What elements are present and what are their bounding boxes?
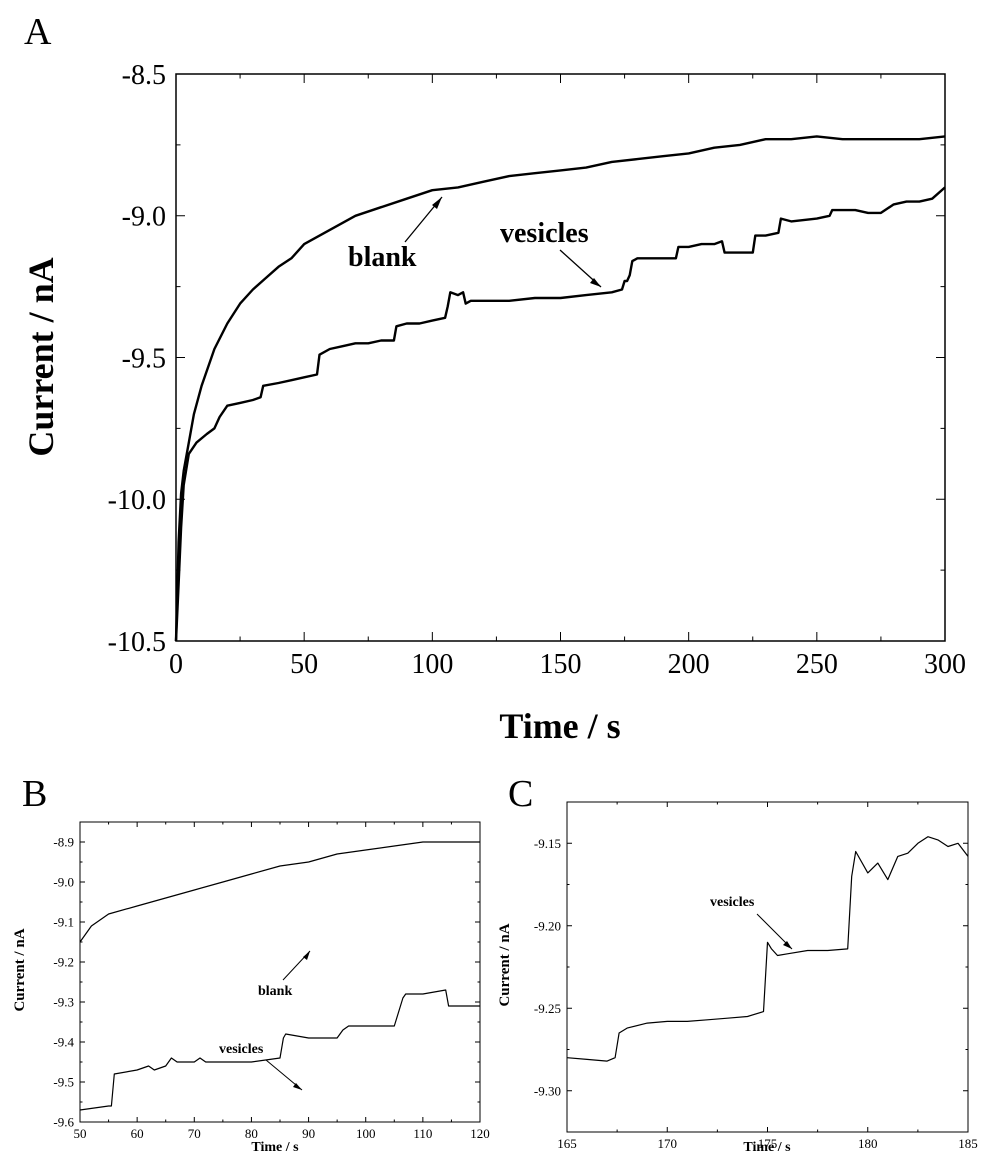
panel-c-xlabel: Time / s xyxy=(743,1140,791,1155)
panel-a-frame xyxy=(175,73,946,642)
panel-a-annotation-blank: blank xyxy=(348,242,417,273)
panel-a-ytick-label: -10.5 xyxy=(108,627,166,658)
panel-b-xtick-label: 120 xyxy=(470,1126,490,1141)
panel-b-ytick-label: -9.3 xyxy=(53,995,74,1010)
panel-b-xtick-label: 50 xyxy=(74,1126,87,1141)
panel-a-ytick-label: -8.5 xyxy=(122,60,166,91)
panel-a-xlabel: Time / s xyxy=(499,706,620,746)
panel-b-axes: 50 60 70 80 90 100 110 120 -8.9 -9.0 -9.1 -9.2 -9.3 -… xyxy=(53,822,490,1141)
panel-c-ytick-label: -9.25 xyxy=(534,1001,561,1016)
panel-b-ytick-label: -9.0 xyxy=(53,875,74,890)
panel-a-ylabel: Current / nA xyxy=(21,257,61,456)
panel-c-xtick-label: 175 xyxy=(758,1136,778,1151)
panel-c-xtick-label: 165 xyxy=(557,1136,577,1151)
panel-a-xtick-label: 200 xyxy=(668,649,710,680)
panel-a-arrowhead-blank xyxy=(432,197,442,209)
panel-letter-a: A xyxy=(24,11,52,53)
panel-b-annotation-vesicles: vesicles xyxy=(219,1042,264,1057)
panel-b-ytick-label: -9.2 xyxy=(53,955,74,970)
panel-b-xtick-label: 110 xyxy=(413,1126,432,1141)
panel-letter-b: B xyxy=(22,773,47,815)
panel-c-ylabel: Current / nA xyxy=(497,923,513,1006)
panel-c-series-vesicles xyxy=(566,836,969,1062)
panel-b-ytick-label: -9.6 xyxy=(53,1115,74,1130)
panel-b-xtick-label: 100 xyxy=(356,1126,376,1141)
panel-c-annotation-vesicles: vesicles xyxy=(710,895,755,910)
panel-a-ytick-label: -9.5 xyxy=(122,343,166,374)
panel-b-marks xyxy=(79,841,480,1111)
panel-c-ytick-label: -9.20 xyxy=(534,918,561,933)
panel-b-xtick-label: 90 xyxy=(302,1126,315,1141)
panel-b-arrowhead-vesicles xyxy=(293,1083,302,1090)
panel-a: A 0 50 100 150 200 250 300 -8.5 -9.0 -9.5 -10.0 -10… xyxy=(21,11,966,746)
panel-b-ytick-label: -9.4 xyxy=(53,1035,74,1050)
panel-a-xtick-label: 250 xyxy=(796,649,838,680)
panel-a-xtick-label: 0 xyxy=(169,649,183,680)
panel-b-ytick-label: -8.9 xyxy=(53,835,74,850)
panel-b-frame xyxy=(79,821,481,1123)
panel-b-ytick-label: -9.1 xyxy=(53,915,74,930)
panel-c-marks xyxy=(566,836,969,1062)
panel-b-series-vesicles xyxy=(79,989,480,1111)
panel-b-xlabel: Time / s xyxy=(251,1140,299,1155)
panel-a-ytick-label: -9.0 xyxy=(122,202,166,233)
panel-c-frame xyxy=(566,801,969,1133)
panel-b-series-blank xyxy=(79,841,480,943)
panel-b-xtick-label: 70 xyxy=(188,1126,201,1141)
panel-a-xtick-label: 100 xyxy=(411,649,453,680)
panel-a-xtick-label: 50 xyxy=(290,649,318,680)
panel-a-arrowhead-vesicles xyxy=(590,278,601,287)
panel-c-xtick-label: 180 xyxy=(858,1136,878,1151)
panel-a-marks xyxy=(174,135,946,642)
panel-a-xtick-label: 150 xyxy=(540,649,582,680)
panel-b-xtick-label: 80 xyxy=(245,1126,258,1141)
panel-b-ytick-label: -9.5 xyxy=(53,1075,74,1090)
panel-c-arrowhead-vesicles xyxy=(783,941,792,949)
panel-a-xtick-label: 300 xyxy=(924,649,966,680)
panel-c-xtick-label: 185 xyxy=(958,1136,978,1151)
panel-a-series-blank xyxy=(174,135,946,642)
panel-c-ytick-label: -9.30 xyxy=(534,1083,561,1098)
panel-a-series-vesicles xyxy=(174,186,946,642)
panel-b-ylabel: Current / nA xyxy=(12,928,28,1011)
panel-c-ytick-label: -9.15 xyxy=(534,836,561,851)
panel-a-annotation-vesicles: vesicles xyxy=(500,218,589,249)
panel-c-xtick-label: 170 xyxy=(658,1136,678,1151)
panel-a-ytick-label: -10.0 xyxy=(108,485,166,516)
panel-b-xtick-label: 60 xyxy=(131,1126,144,1141)
panel-b-annotation-blank: blank xyxy=(258,984,292,999)
panel-c-axes: 165 170 175 180 185 -9.15 -9.20 -9.25 -9.30 xyxy=(534,802,978,1151)
panel-b: B 50 60 70 80 90 100 110 120 -8.9 -9.0 -9.1 -9.2 -9.… xyxy=(12,773,490,1155)
panel-a-axes: 0 50 100 150 200 250 300 -8.5 -9.0 -9.5 -10.0 -10.5 xyxy=(108,60,966,680)
panel-c: C 165 170 175 180 185 -9.15 -9.20 -9.25 -9.30 Ti… xyxy=(497,773,978,1155)
panel-b-arrowhead-blank xyxy=(303,951,310,960)
panel-letter-c: C xyxy=(508,773,533,815)
